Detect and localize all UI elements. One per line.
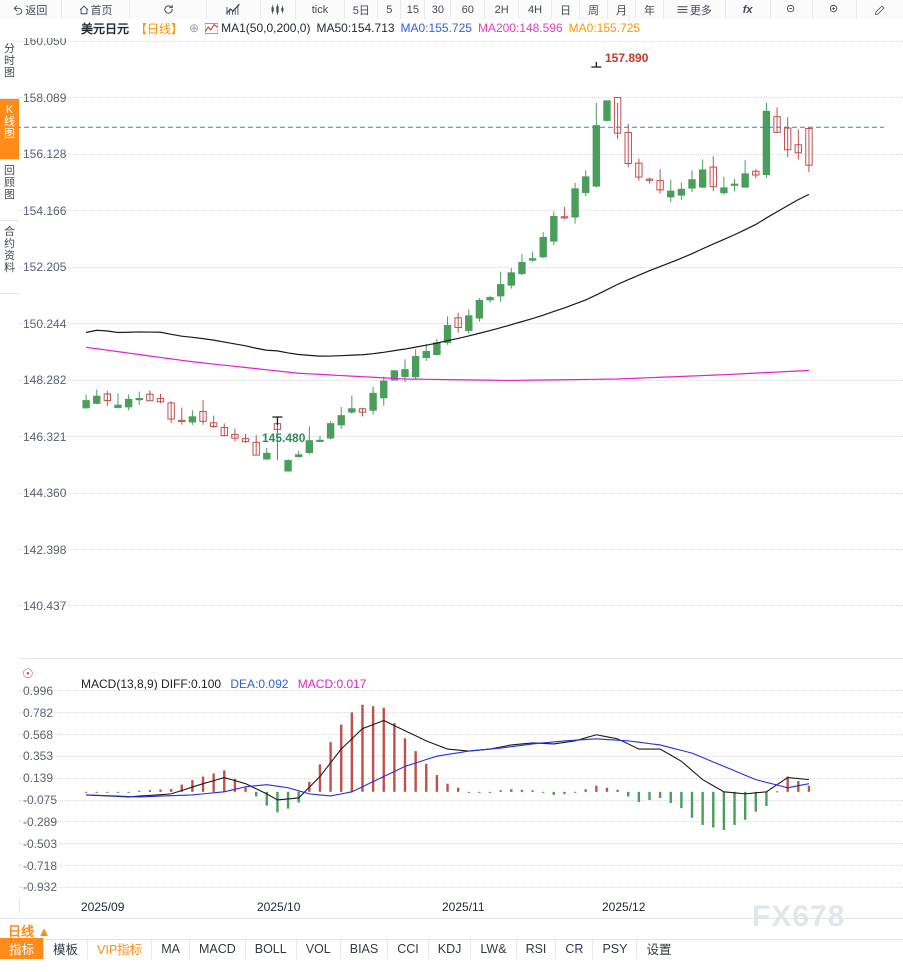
svg-text:145.480: 145.480 [262, 431, 306, 445]
svg-text:157.890: 157.890 [605, 51, 649, 65]
